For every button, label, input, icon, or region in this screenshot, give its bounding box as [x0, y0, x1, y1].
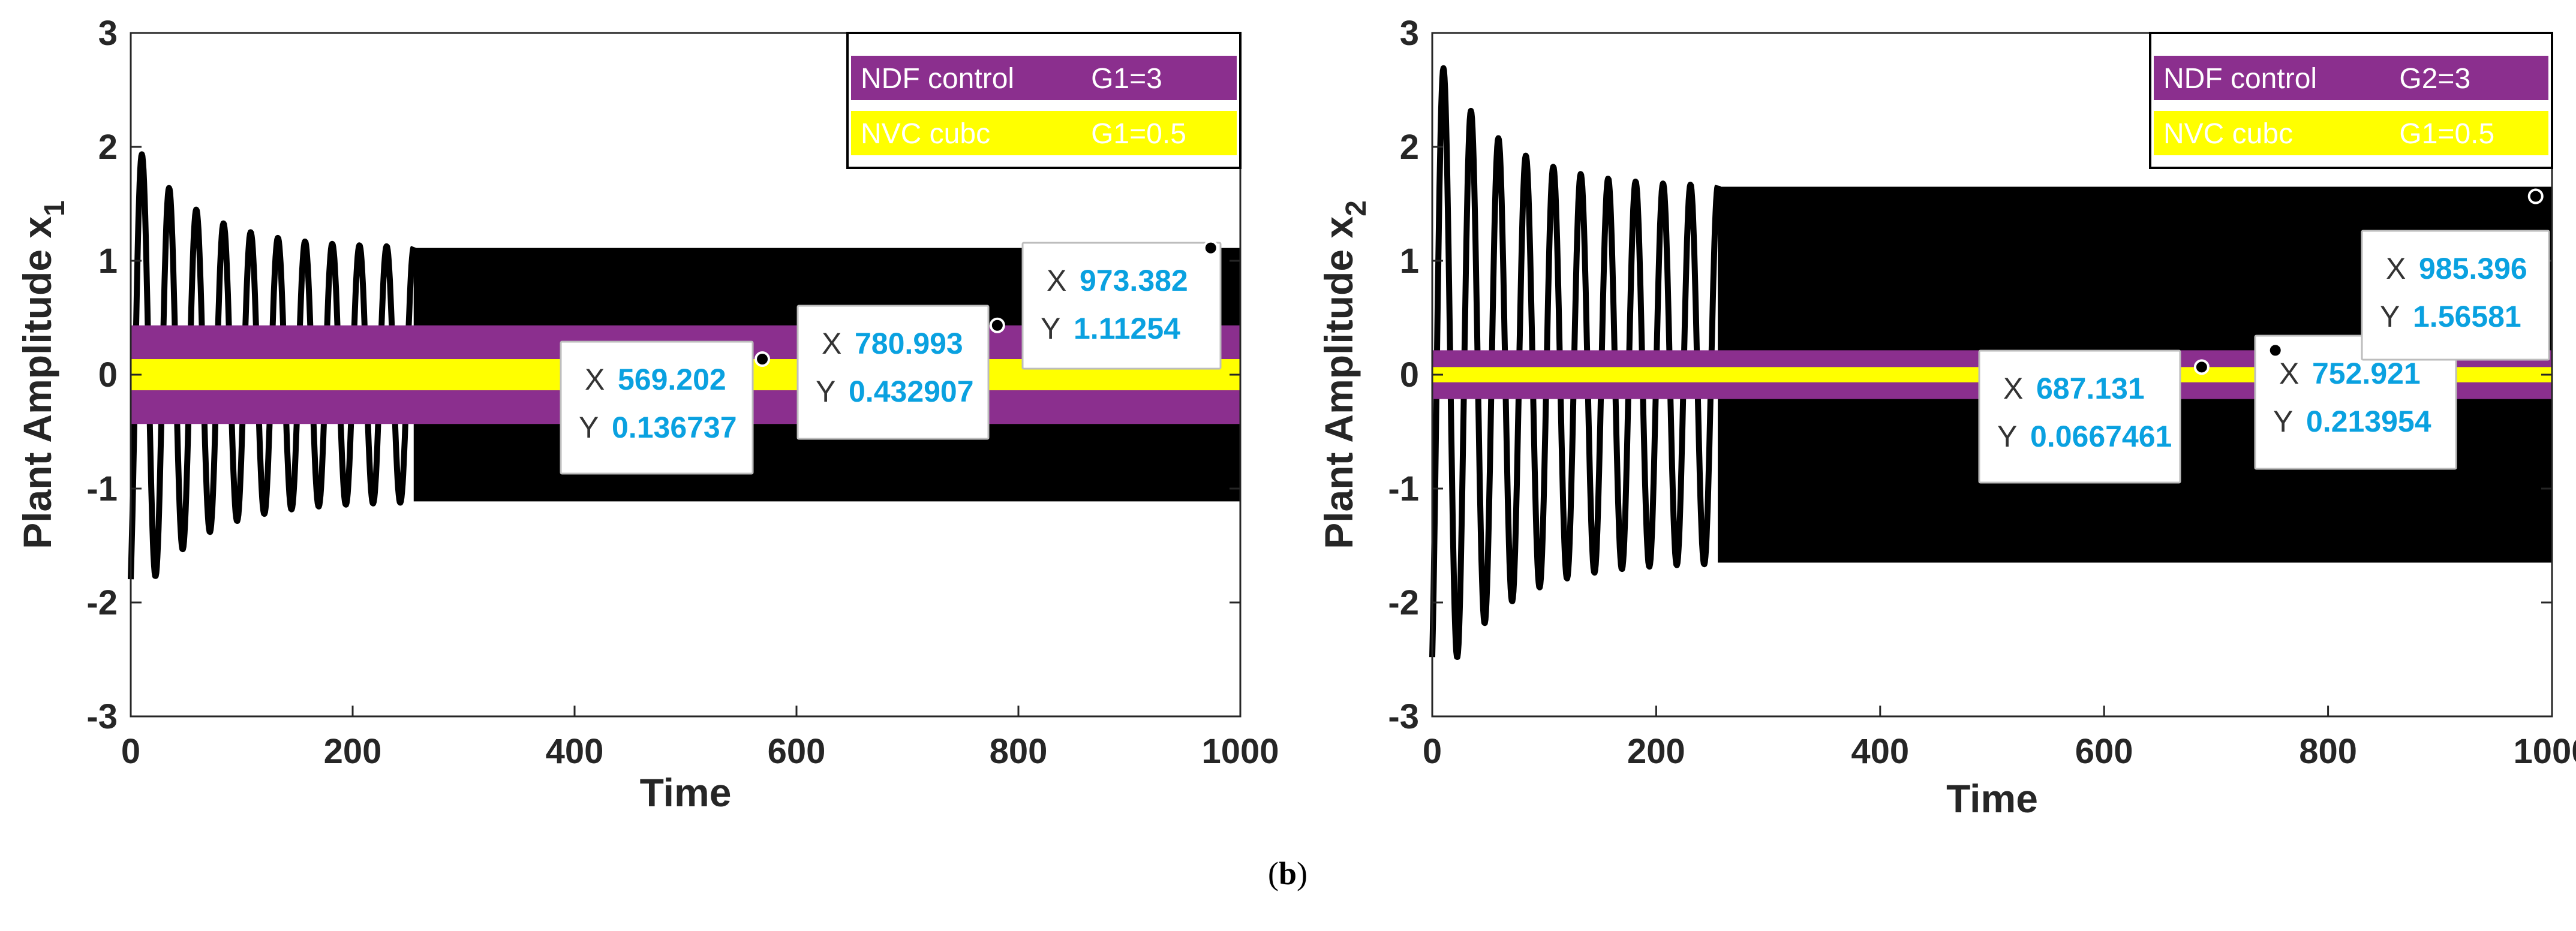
- datatip-x-value: 569.202: [618, 363, 726, 396]
- y-tick-label: 3: [98, 14, 118, 53]
- y-tick-label: 2: [1400, 128, 1419, 167]
- datatip-box: [1978, 349, 2181, 484]
- datatip-x-value: 780.993: [855, 327, 963, 360]
- x-tick-label: 0: [1423, 732, 1442, 771]
- y-tick-label: 0: [98, 355, 118, 394]
- y-tick-label: -3: [86, 697, 118, 736]
- y-tick-label: -2: [86, 583, 118, 622]
- datatip-y-prefix: Y: [816, 375, 835, 408]
- datatip-y-value: 0.0667461: [2030, 420, 2172, 453]
- datatip-x-prefix: X: [2003, 372, 2023, 405]
- y-tick-label: 1: [1400, 242, 1419, 281]
- y-axis-label: Plant Amplitude x1: [15, 200, 71, 549]
- legend-param: G1=3: [1091, 63, 1162, 95]
- datatip-y-prefix: Y: [2380, 300, 2400, 333]
- datatip-x-prefix: X: [1047, 264, 1066, 297]
- legend-label: NDF control: [2163, 63, 2317, 95]
- datatip-marker: [1203, 240, 1219, 256]
- caption-open: (: [1268, 855, 1279, 891]
- datatip-y-prefix: Y: [579, 411, 599, 444]
- datatip-box: [2361, 230, 2550, 361]
- x-axis-label: Time: [1946, 776, 2038, 821]
- datatip-y-value: 0.136737: [612, 411, 737, 444]
- datatip-box: [1021, 242, 1222, 370]
- datatip-x-value: 687.131: [2036, 372, 2145, 405]
- datatip-y-prefix: Y: [1041, 312, 1060, 345]
- x-tick-label: 600: [2075, 732, 2133, 771]
- datatip-x-prefix: X: [585, 363, 605, 396]
- y-tick-label: 1: [98, 242, 118, 281]
- y-tick-label: -2: [1388, 583, 1419, 622]
- datatip-x-prefix: X: [2279, 357, 2299, 390]
- legend-param: G2=3: [2399, 63, 2470, 95]
- y-tick-label: 0: [1400, 355, 1419, 394]
- datatip-x-value: 752.921: [2312, 357, 2421, 390]
- datatip-y-value: 1.56581: [2413, 300, 2521, 333]
- chart-x1: -3 -2 -1 0 1 2 3 0 200 400 600 800 1000 Time Plant Amp…: [15, 14, 1279, 815]
- datatip-x-value: 973.382: [1080, 264, 1188, 297]
- legend-param: G1=0.5: [2399, 118, 2494, 150]
- y-axis-label: Plant Amplitude x2: [1316, 200, 1372, 549]
- datatip-box: [560, 341, 754, 475]
- x-tick-label: 200: [324, 732, 382, 771]
- datatip-y-value: 0.213954: [2306, 405, 2431, 438]
- y-tick-label: -3: [1388, 697, 1419, 736]
- y-tick-label: 3: [1400, 14, 1419, 53]
- x-tick-label: 1000: [1201, 732, 1279, 771]
- datatip-y-value: 0.432907: [849, 375, 974, 408]
- legend-swatch: [2154, 111, 2548, 155]
- x-tick-label: 800: [990, 732, 1048, 771]
- datatip-x-value: 985.396: [2419, 252, 2527, 285]
- legend-swatch: [2154, 56, 2548, 100]
- x-axis-label: Time: [640, 770, 732, 815]
- datatip-marker: [2527, 188, 2544, 204]
- y-tick-label: -1: [86, 469, 118, 508]
- datatip-box: [2254, 335, 2457, 470]
- legend-label: NVC cubc: [2163, 118, 2293, 150]
- x-tick-label: 400: [1851, 732, 1909, 771]
- y-axis-label-subscript: 2: [1340, 200, 1372, 216]
- legend-swatch: [851, 111, 1237, 155]
- datatip-x-prefix: X: [2386, 252, 2406, 285]
- datatip-y-value: 1.11254: [1074, 312, 1180, 345]
- y-axis-label-subscript: 1: [39, 200, 71, 216]
- datatip-y-prefix: Y: [2273, 405, 2293, 438]
- caption-letter: b: [1279, 855, 1297, 891]
- chart-x2: -3 -2 -1 0 1 2 3 0 200 400 600 800 1000 Time Plant Amp…: [1316, 14, 2576, 821]
- datatip-x-prefix: X: [822, 327, 841, 360]
- x-tick-label: 400: [546, 732, 604, 771]
- figure-caption: (b): [1268, 855, 1307, 891]
- legend-swatch: [851, 56, 1237, 100]
- y-tick-label: 2: [98, 128, 118, 167]
- y-axis-label-main: Plant Amplitude x: [1316, 216, 1361, 549]
- caption-close: ): [1297, 855, 1307, 891]
- datatip-marker: [2193, 359, 2210, 375]
- legend-label: NVC cubc: [861, 118, 990, 150]
- legend-param: G1=0.5: [1091, 118, 1186, 150]
- datatip-y-prefix: Y: [1997, 420, 2017, 453]
- x-tick-label: 0: [121, 732, 140, 771]
- y-axis-label-main: Plant Amplitude x: [15, 216, 59, 549]
- x-tick-label: 600: [768, 732, 826, 771]
- datatip-marker: [755, 351, 771, 367]
- x-tick-label: 1000: [2513, 732, 2576, 771]
- legend-label: NDF control: [861, 63, 1014, 95]
- datatip-box: [796, 305, 990, 440]
- y-tick-label: -1: [1388, 469, 1419, 508]
- datatip-marker: [989, 317, 1005, 333]
- x-tick-label: 800: [2299, 732, 2357, 771]
- datatip-marker: [2267, 342, 2283, 358]
- x-tick-label: 200: [1627, 732, 1685, 771]
